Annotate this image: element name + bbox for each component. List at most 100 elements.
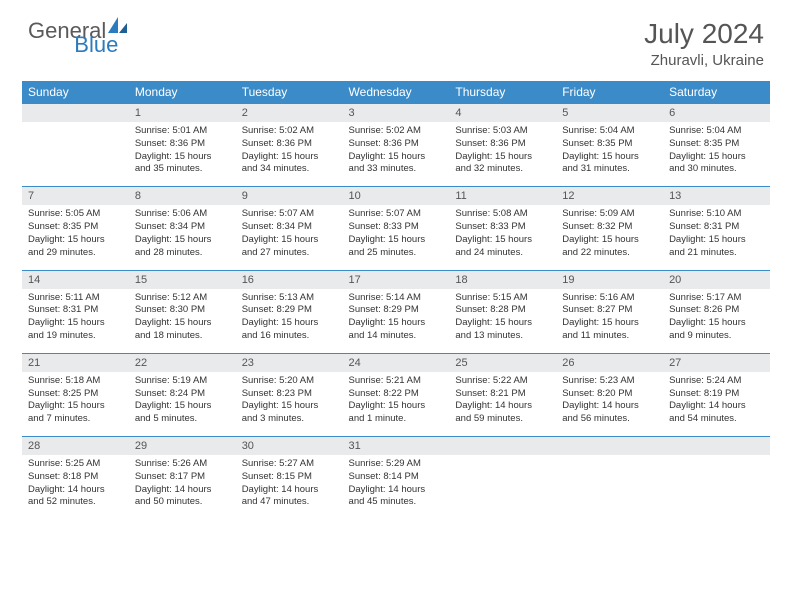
day-cell: 8Sunrise: 5:06 AMSunset: 8:34 PMDaylight… <box>129 187 236 270</box>
sunrise-label: Sunrise: 5:07 AM <box>349 208 421 219</box>
sunset-label: Sunset: 8:25 PM <box>28 388 98 399</box>
sunrise-label: Sunrise: 5:02 AM <box>242 125 314 136</box>
daylight-label: Daylight: 15 hours and 35 minutes. <box>135 151 212 175</box>
day-cell <box>449 437 556 520</box>
sunrise-label: Sunrise: 5:20 AM <box>242 375 314 386</box>
week-row: 7Sunrise: 5:05 AMSunset: 8:35 PMDaylight… <box>22 187 770 270</box>
day-body: Sunrise: 5:19 AMSunset: 8:24 PMDaylight:… <box>129 372 236 436</box>
day-body: Sunrise: 5:03 AM Sunset: 8:36 PM Daylight:… <box>449 122 556 186</box>
sunrise-label: Sunrise: 5:26 AM <box>135 458 207 469</box>
day-cell: 1Sunrise: 5:01 AMSunset: 8:36 PMDaylight… <box>129 104 236 187</box>
sunset-label: Sunset: 8:29 PM <box>242 304 312 315</box>
daylight-label: Daylight: 15 hours and 21 minutes. <box>669 234 746 258</box>
sunset-label: Sunset: 8:34 PM <box>242 221 312 232</box>
day-body: Sunrise: 5:14 AMSunset: 8:29 PMDaylight:… <box>343 289 450 353</box>
day-number: 31 <box>343 437 450 455</box>
day-cell: 30Sunrise: 5:27 AMSunset: 8:15 PMDayligh… <box>236 437 343 520</box>
day-body <box>663 455 770 509</box>
sunrise-label: Sunrise: 5:03 AM <box>455 125 527 136</box>
day-cell <box>556 437 663 520</box>
day-number: 24 <box>343 354 450 372</box>
sunset-label: Sunset: 8:34 PM <box>135 221 205 232</box>
sunrise-label: Sunrise: 5:21 AM <box>349 375 421 386</box>
day-cell: 15Sunrise: 5:12 AMSunset: 8:30 PMDayligh… <box>129 270 236 353</box>
daylight-label: Daylight: 14 hours and 56 minutes. <box>562 400 639 424</box>
day-number: 13 <box>663 187 770 205</box>
day-number <box>556 437 663 455</box>
sunrise-label: Sunrise: 5:22 AM <box>455 375 527 386</box>
sunrise-label: Sunrise: 5:04 AM <box>562 125 634 136</box>
day-body <box>22 122 129 176</box>
day-body: Sunrise: 5:02 AMSunset: 8:36 PMDaylight:… <box>236 122 343 186</box>
day-body: Sunrise: 5:10 AM Sunset: 8:31 PM Daylight:… <box>663 205 770 269</box>
day-cell: 17Sunrise: 5:14 AMSunset: 8:29 PMDayligh… <box>343 270 450 353</box>
day-number: 29 <box>129 437 236 455</box>
sunset-label: Sunset: 8:18 PM <box>28 471 98 482</box>
sunset-label: Sunset: 8:33 PM <box>349 221 419 232</box>
sunrise-label: Sunrise: 5:23 AM <box>562 375 634 386</box>
sunrise-label: Sunrise: 5:10 AM <box>669 208 741 219</box>
day-body: Sunrise: 5:07 AMSunset: 8:34 PMDaylight:… <box>236 205 343 269</box>
week-row: 1 Sunrise: 5:01 AM Sunset: 8:36 PM Daylight… <box>22 104 770 187</box>
day-number: 8 <box>129 187 236 205</box>
day-number <box>663 437 770 455</box>
header: General Blue July 2024 Zhuravli, Ukraine <box>0 0 792 77</box>
day-number: 14 <box>22 271 129 289</box>
sunset-label: Sunset: 8:26 PM <box>669 304 739 315</box>
week-row: 21Sunrise: 5:18 AMSunset: 8:25 PMDayligh… <box>22 353 770 436</box>
day-cell: 6Sunrise: 5:04 AMSunset: 8:35 PMDaylight… <box>663 104 770 187</box>
sunset-label: Sunset: 8:36 PM <box>455 138 525 149</box>
day-number: 15 <box>129 271 236 289</box>
day-number: 5 <box>556 104 663 122</box>
day-body: Sunrise: 5:17 AMSunset: 8:26 PMDaylight:… <box>663 289 770 353</box>
sunrise-label: Sunrise: 5:19 AM <box>135 375 207 386</box>
sunset-label: Sunset: 8:14 PM <box>349 471 419 482</box>
day-body: Sunrise: 5:12 AMSunset: 8:30 PMDaylight:… <box>129 289 236 353</box>
daylight-label: Daylight: 15 hours and 30 minutes. <box>669 151 746 175</box>
day-body: Sunrise: 5:27 AMSunset: 8:15 PMDaylight:… <box>236 455 343 519</box>
day-body: Sunrise: 5:22 AMSunset: 8:21 PMDaylight:… <box>449 372 556 436</box>
day-number: 26 <box>556 354 663 372</box>
day-cell: 5Sunrise: 5:04 AMSunset: 8:35 PMDaylight… <box>556 104 663 187</box>
day-body: Sunrise: 5:29 AMSunset: 8:14 PMDaylight:… <box>343 455 450 519</box>
day-cell: 26Sunrise: 5:23 AMSunset: 8:20 PMDayligh… <box>556 353 663 436</box>
day-number: 1 <box>129 104 236 122</box>
day-body: Sunrise: 5:02 AMSunset: 8:36 PMDaylight:… <box>343 122 450 186</box>
sunrise-label: Sunrise: 5:02 AM <box>349 125 421 136</box>
day-cell: 12Sunrise: 5:09 AMSunset: 8:32 PMDayligh… <box>556 187 663 270</box>
day-body <box>556 455 663 509</box>
sunrise-label: Sunrise: 5:25 AM <box>28 458 100 469</box>
sunset-label: Sunset: 8:29 PM <box>349 304 419 315</box>
sunrise-label: Sunrise: 5:01 AM <box>135 125 207 136</box>
day-number: 9 <box>236 187 343 205</box>
daylight-label: Daylight: 15 hours and 14 minutes. <box>349 317 426 341</box>
daylight-label: Daylight: 15 hours and 16 minutes. <box>242 317 319 341</box>
sunset-label: Sunset: 8:35 PM <box>669 138 739 149</box>
daylight-label: Daylight: 15 hours and 13 minutes. <box>455 317 532 341</box>
location-label: Zhuravli, Ukraine <box>644 52 764 69</box>
day-cell: 21Sunrise: 5:18 AMSunset: 8:25 PMDayligh… <box>22 353 129 436</box>
day-cell <box>22 104 129 187</box>
day-body <box>449 455 556 509</box>
sunset-label: Sunset: 8:35 PM <box>28 221 98 232</box>
sunset-label: Sunset: 8:27 PM <box>562 304 632 315</box>
daylight-label: Daylight: 15 hours and 32 minutes. <box>455 151 532 175</box>
day-body: Sunrise: 5:07 AM Sunset: 8:33 PM Daylight:… <box>343 205 450 269</box>
sunrise-label: Sunrise: 5:17 AM <box>669 292 741 303</box>
daylight-label: Daylight: 15 hours and 11 minutes. <box>562 317 639 341</box>
day-cell: 27Sunrise: 5:24 AMSunset: 8:19 PMDayligh… <box>663 353 770 436</box>
sunrise-label: Sunrise: 5:24 AM <box>669 375 741 386</box>
daylight-label: Daylight: 15 hours and 25 minutes. <box>349 234 426 258</box>
day-cell: 11Sunrise: 5:08 AMSunset: 8:33 PMDayligh… <box>449 187 556 270</box>
day-body: Sunrise: 5:09 AMSunset: 8:32 PMDaylight:… <box>556 205 663 269</box>
weekday-heading: Sunday <box>22 81 129 104</box>
page-title: July 2024 <box>644 18 764 50</box>
day-number: 21 <box>22 354 129 372</box>
weekday-heading: Tuesday <box>236 81 343 104</box>
sunset-label: Sunset: 8:33 PM <box>455 221 525 232</box>
sunset-label: Sunset: 8:31 PM <box>669 221 739 232</box>
day-number: 30 <box>236 437 343 455</box>
sunrise-label: Sunrise: 5:27 AM <box>242 458 314 469</box>
brand-text-2: Blue <box>74 32 118 57</box>
daylight-label: Daylight: 15 hours and 22 minutes. <box>562 234 639 258</box>
